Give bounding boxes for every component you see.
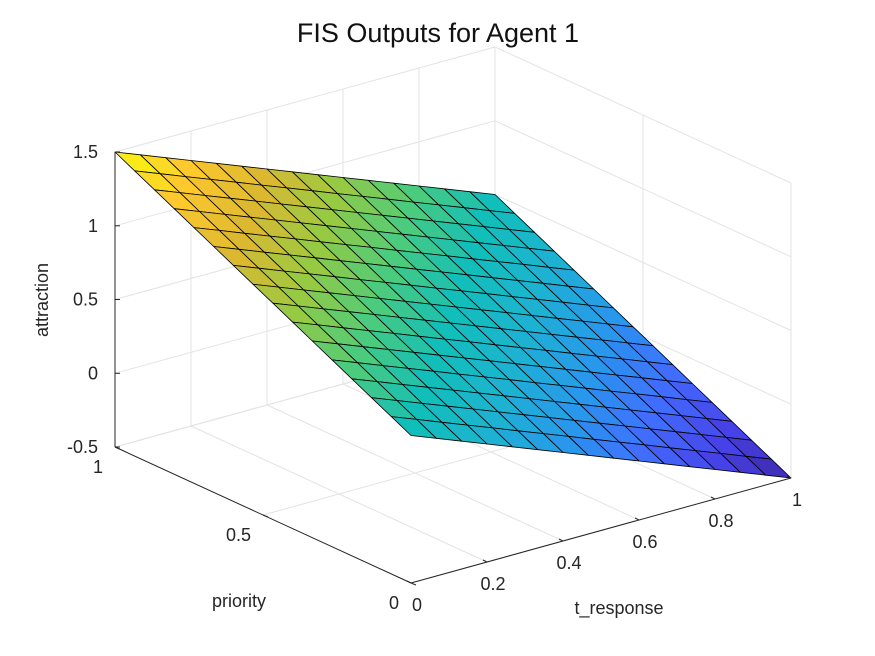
z-tick-label: 0.5 <box>73 290 98 310</box>
y-tick-label: 0 <box>389 593 399 613</box>
z-tick-label: 1 <box>88 216 98 236</box>
x-tick-label: 0.2 <box>480 574 505 594</box>
x-tick-label: 0 <box>412 595 422 615</box>
z-tick-label: 0 <box>88 363 98 383</box>
x-tick-mark <box>710 496 716 500</box>
z-tick-label: 1.5 <box>73 142 98 162</box>
x-tick-label: 0.8 <box>708 511 733 531</box>
x-tick-label: 0.6 <box>632 532 657 552</box>
x-tick-label: 0.4 <box>556 553 581 573</box>
z-tick-label: -0.5 <box>67 437 98 457</box>
y-tick-label: 0.5 <box>226 525 251 545</box>
x-tick-label: 1 <box>792 490 802 510</box>
y-axis-label: priority <box>212 591 266 611</box>
x-tick-mark <box>786 475 792 479</box>
x-axis-label: t_response <box>574 598 663 619</box>
x-tick-mark <box>558 538 564 542</box>
x-tick-mark <box>482 559 488 563</box>
surface-facet <box>390 416 437 439</box>
z-axis-label: attraction <box>32 263 52 337</box>
chart-title: FIS Outputs for Agent 1 <box>297 18 579 48</box>
y-tick-mark <box>262 514 269 518</box>
y-tick-mark <box>410 582 417 586</box>
x-tick-mark <box>406 580 412 584</box>
y-tick-label: 1 <box>93 457 103 477</box>
x-tick-mark <box>634 517 640 521</box>
grid-line-z-sidewall <box>114 46 496 153</box>
x-axis-line <box>410 477 792 584</box>
surface <box>114 151 792 479</box>
